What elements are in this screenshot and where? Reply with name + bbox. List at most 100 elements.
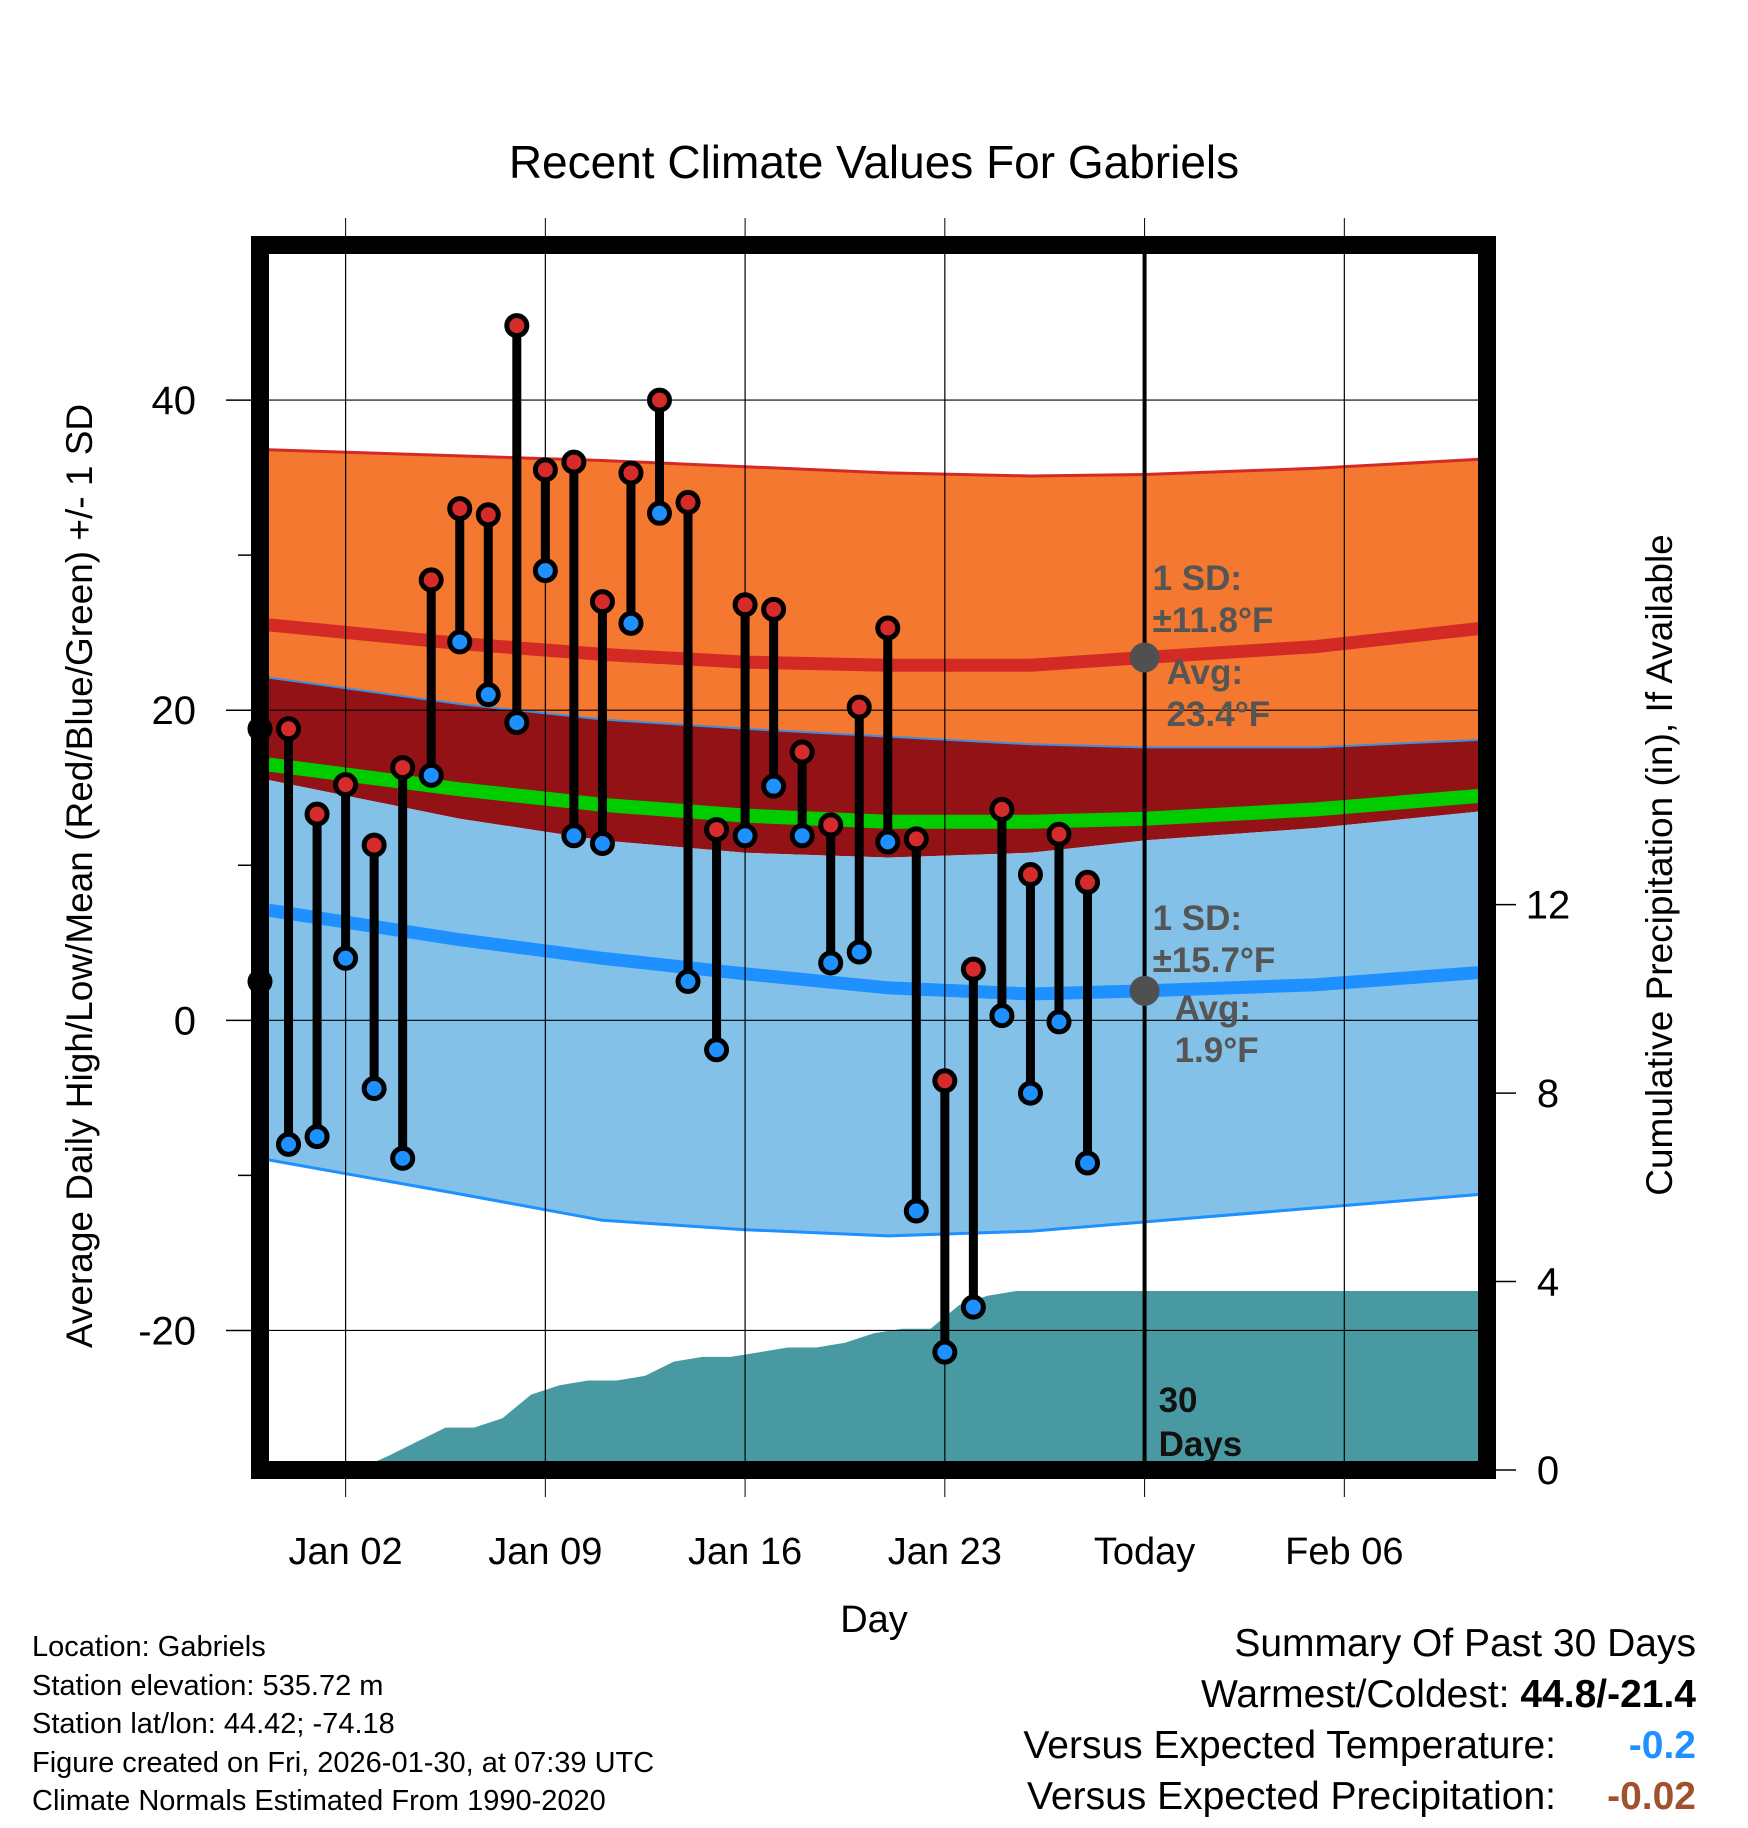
- high-marker: [732, 592, 758, 618]
- low-marker: [675, 969, 701, 995]
- high-marker: [1017, 862, 1043, 888]
- high-marker: [475, 502, 501, 528]
- low-marker: [846, 939, 872, 965]
- low-avg-value: 1.9°F: [1175, 1031, 1259, 1070]
- summary-title: Summary Of Past 30 Days: [1234, 1622, 1696, 1665]
- warmest-coldest-row: Warmest/Coldest: 44.8/-21.4: [1023, 1669, 1696, 1720]
- x-tick-label: Jan 09: [488, 1531, 602, 1573]
- x-tick-label: Today: [1094, 1531, 1195, 1573]
- low-marker: [903, 1198, 929, 1224]
- high-marker: [761, 596, 787, 622]
- y-left-tick-label: 0: [174, 999, 196, 1043]
- low-marker: [704, 1037, 730, 1063]
- days-number: 30: [1159, 1381, 1198, 1420]
- high-marker: [390, 755, 416, 781]
- low-marker: [304, 1124, 330, 1150]
- temp-row: Versus Expected Temperature: -0.2: [1023, 1720, 1696, 1771]
- high-marker: [618, 460, 644, 486]
- high-marker: [846, 694, 872, 720]
- precip-area-shape: [357, 1291, 1485, 1470]
- high-marker: [361, 832, 387, 858]
- left-axis-label: Average Daily High/Low/Mean (Red/Blue/Gr…: [59, 404, 100, 1348]
- low-sd-lower-line: [268, 1158, 1485, 1238]
- low-marker: [532, 558, 558, 584]
- location-text: Location: Gabriels: [32, 1631, 266, 1663]
- precip-row: Versus Expected Precipitation: -0.02: [1023, 1771, 1696, 1822]
- high-marker: [675, 489, 701, 515]
- low-marker: [646, 500, 672, 526]
- high-marker: [532, 457, 558, 483]
- low-avg-line: [267, 903, 1485, 1001]
- daily-range-bars: [247, 313, 1101, 1365]
- precip-label: Versus Expected Precipitation:: [1027, 1775, 1556, 1818]
- low-marker: [761, 773, 787, 799]
- y-right-tick-label: 4: [1537, 1261, 1559, 1305]
- high-sd-value: ±11.8°F: [1153, 601, 1274, 640]
- low-marker: [276, 1131, 302, 1157]
- y-right-tick-label: 0: [1537, 1449, 1559, 1493]
- normals-text: Climate Normals Estimated From 1990-2020: [32, 1785, 606, 1817]
- low-sd-label: 1 SD:: [1153, 899, 1242, 938]
- low-marker: [989, 1003, 1015, 1029]
- low-sd-band: [268, 780, 1485, 1236]
- low-marker: [875, 829, 901, 855]
- precip-area: [357, 1291, 1485, 1470]
- plot-border: [251, 236, 1496, 1479]
- high-marker: [989, 796, 1015, 822]
- low-marker: [618, 610, 644, 636]
- summary-panel: Summary Of Past 30 Days Warmest/Coldest:…: [1023, 1618, 1696, 1822]
- y-left-tick-label: 40: [152, 379, 197, 423]
- high-sd-label: 1 SD:: [1153, 559, 1242, 598]
- high-marker: [276, 716, 302, 742]
- low-marker: [589, 831, 615, 857]
- low-marker: [1017, 1080, 1043, 1106]
- warmest-coldest-value: 44.8/-21.4: [1520, 1673, 1696, 1716]
- high-marker: [875, 615, 901, 641]
- high-marker: [903, 826, 929, 852]
- warmest-coldest-label: Warmest/Coldest:: [1201, 1673, 1510, 1716]
- x-tick-label: Jan 16: [688, 1531, 802, 1573]
- y-left-tick-label: -20: [138, 1309, 196, 1353]
- y-right-tick-label: 8: [1537, 1072, 1559, 1116]
- low-marker: [960, 1294, 986, 1320]
- low-marker: [1075, 1150, 1101, 1176]
- x-tick-label: Jan 23: [888, 1531, 1002, 1573]
- high-marker: [304, 801, 330, 827]
- low-marker: [732, 823, 758, 849]
- low-avg-today-dot: [1129, 975, 1160, 1006]
- high-marker: [447, 496, 473, 522]
- low-avg-label: Avg:: [1175, 989, 1251, 1028]
- plot-frame: [251, 236, 1496, 1479]
- low-marker: [818, 950, 844, 976]
- high-marker: [589, 589, 615, 615]
- low-marker: [418, 762, 444, 788]
- high-avg-today-dot: [1129, 642, 1160, 673]
- x-tick-label: Feb 06: [1285, 1531, 1403, 1573]
- high-marker: [504, 313, 530, 339]
- high-marker: [789, 739, 815, 765]
- low-marker: [361, 1076, 387, 1102]
- high-marker: [704, 817, 730, 843]
- precip-value: -0.02: [1607, 1775, 1696, 1818]
- high-marker: [818, 812, 844, 838]
- y-left-tick-label: 20: [152, 689, 197, 733]
- high-marker: [646, 387, 672, 413]
- chart-title: Recent Climate Values For Gabriels: [509, 136, 1239, 188]
- high-marker: [932, 1068, 958, 1094]
- x-tick-label: Jan 02: [289, 1531, 403, 1573]
- axes-ticks: Jan 02 Jan 09 Jan 16 Jan 23 Today Feb 06 -20 0 2…: [138, 218, 1570, 1573]
- low-marker: [1046, 1009, 1072, 1035]
- temp-value: -0.2: [1628, 1724, 1696, 1767]
- low-marker: [333, 945, 359, 971]
- high-marker: [1075, 869, 1101, 895]
- x-axis-label: Day: [840, 1599, 908, 1641]
- right-axis-label: Cumulative Precipitation (in), If Availa…: [1639, 534, 1680, 1196]
- high-marker: [418, 567, 444, 593]
- high-marker: [960, 956, 986, 982]
- low-marker: [789, 823, 815, 849]
- days-word: Days: [1159, 1425, 1243, 1464]
- low-marker: [932, 1339, 958, 1365]
- high-avg-value: 23.4°F: [1167, 695, 1271, 734]
